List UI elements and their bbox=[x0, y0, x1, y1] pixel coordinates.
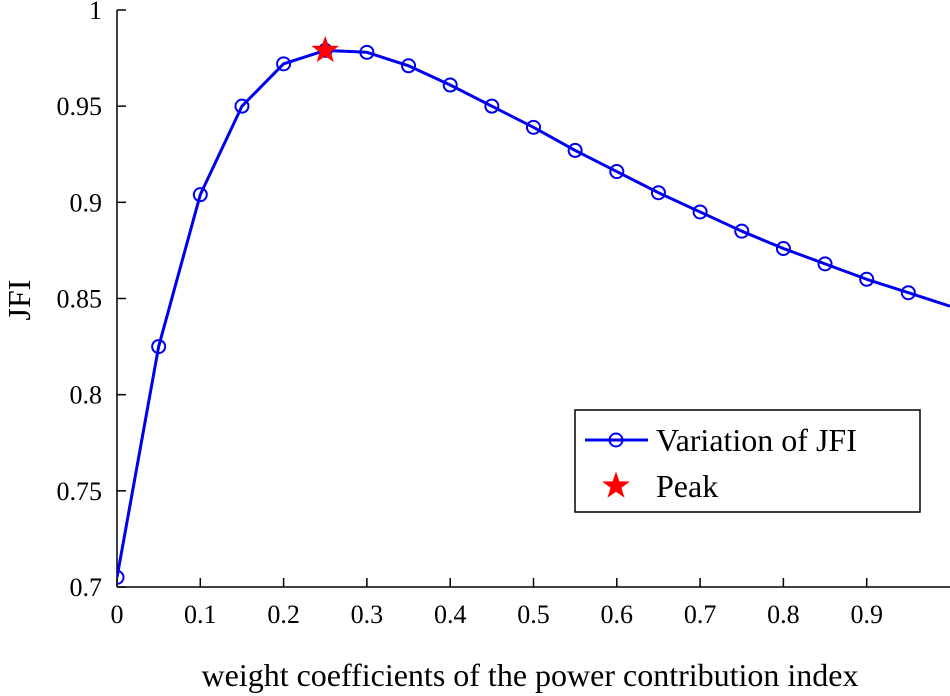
legend-marker-jfi bbox=[608, 432, 624, 448]
x-tick-label: 0.6 bbox=[601, 600, 634, 629]
data-point bbox=[442, 77, 458, 93]
data-point bbox=[609, 164, 625, 180]
y-tick-label: 0.95 bbox=[57, 92, 103, 121]
data-point bbox=[234, 98, 250, 114]
data-point bbox=[401, 58, 417, 74]
x-tick-label: 0.5 bbox=[517, 600, 550, 629]
x-tick-label: 0.7 bbox=[684, 600, 717, 629]
series-line bbox=[117, 48, 950, 578]
x-tick-label: 0.2 bbox=[267, 600, 300, 629]
data-point bbox=[817, 256, 833, 272]
data-point bbox=[900, 285, 916, 301]
data-point bbox=[117, 569, 125, 585]
data-point bbox=[859, 271, 875, 287]
x-tick-label: 0.3 bbox=[351, 600, 384, 629]
data-point bbox=[151, 339, 167, 355]
x-tick-label: 0.9 bbox=[850, 600, 883, 629]
y-tick-label: 0.85 bbox=[57, 285, 103, 314]
x-tick-label: 0.1 bbox=[184, 600, 217, 629]
x-tick-label: 0.4 bbox=[434, 600, 467, 629]
legend-label-peak: Peak bbox=[656, 468, 718, 504]
x-tick-label: 0 bbox=[111, 600, 124, 629]
legend-label-jfi: Variation of JFI bbox=[656, 422, 857, 458]
legend-box bbox=[574, 409, 921, 513]
legend: Variation of JFI Peak bbox=[574, 409, 921, 513]
data-point bbox=[359, 44, 375, 60]
axis-ticks: 0 0.1 0.2 0.3 0.4 0.5 0.6 0.7 0.8 0.9 0.7 0.75 0.8 0.… bbox=[57, 0, 883, 629]
x-tick-label: 0.8 bbox=[767, 600, 800, 629]
peak-point bbox=[311, 35, 340, 63]
plot-series bbox=[117, 35, 950, 585]
data-point bbox=[192, 187, 208, 203]
y-tick-label: 0.75 bbox=[57, 477, 103, 506]
data-point bbox=[276, 56, 292, 72]
series-1 bbox=[311, 35, 340, 63]
y-tick-label: 0.9 bbox=[70, 188, 103, 217]
data-point bbox=[692, 204, 708, 220]
data-point bbox=[650, 185, 666, 201]
y-axis-title: JFI bbox=[1, 280, 37, 321]
y-tick-label: 1 bbox=[89, 0, 102, 25]
data-point bbox=[775, 240, 791, 256]
data-point bbox=[526, 119, 541, 135]
data-point bbox=[734, 223, 750, 239]
x-axis-title: weight coefficients of the power contrib… bbox=[202, 657, 859, 693]
y-tick-label: 0.8 bbox=[70, 381, 103, 410]
data-point bbox=[567, 142, 583, 158]
legend-marker-peak bbox=[602, 471, 630, 498]
y-tick-label: 0.7 bbox=[70, 573, 103, 602]
data-point bbox=[484, 98, 500, 114]
